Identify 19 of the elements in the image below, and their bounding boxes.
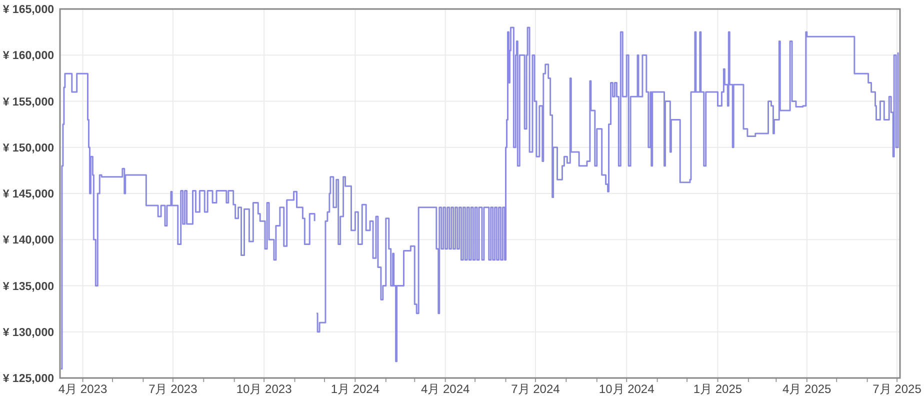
y-tick-label: ¥ 155,000 xyxy=(2,96,54,108)
x-tick-label: 10月 2023 xyxy=(236,382,292,396)
y-tick-label: ¥ 130,000 xyxy=(2,326,54,339)
x-tick-label: 4月 2024 xyxy=(420,382,470,396)
x-tick-label: 1月 2025 xyxy=(693,382,742,396)
y-tick-label: ¥ 165,000 xyxy=(2,4,54,16)
y-tick-label: ¥ 135,000 xyxy=(2,280,54,293)
y-tick-label: ¥ 150,000 xyxy=(2,142,54,154)
x-tick-label: 1月 2024 xyxy=(330,382,380,396)
x-tick-label: 7月 2025 xyxy=(872,382,922,396)
x-tick-label: 7月 2023 xyxy=(148,382,198,396)
x-tick-label: 10月 2024 xyxy=(598,382,655,396)
x-tick-label: 4月 2025 xyxy=(782,382,832,396)
y-tick-label: ¥ 160,000 xyxy=(2,50,54,62)
y-tick-label: ¥ 140,000 xyxy=(2,234,54,247)
y-tick-label: ¥ 125,000 xyxy=(2,373,54,385)
x-tick-label: 4月 2023 xyxy=(58,382,108,396)
x-tick-label: 7月 2024 xyxy=(511,382,560,396)
y-tick-label: ¥ 145,000 xyxy=(2,188,54,200)
